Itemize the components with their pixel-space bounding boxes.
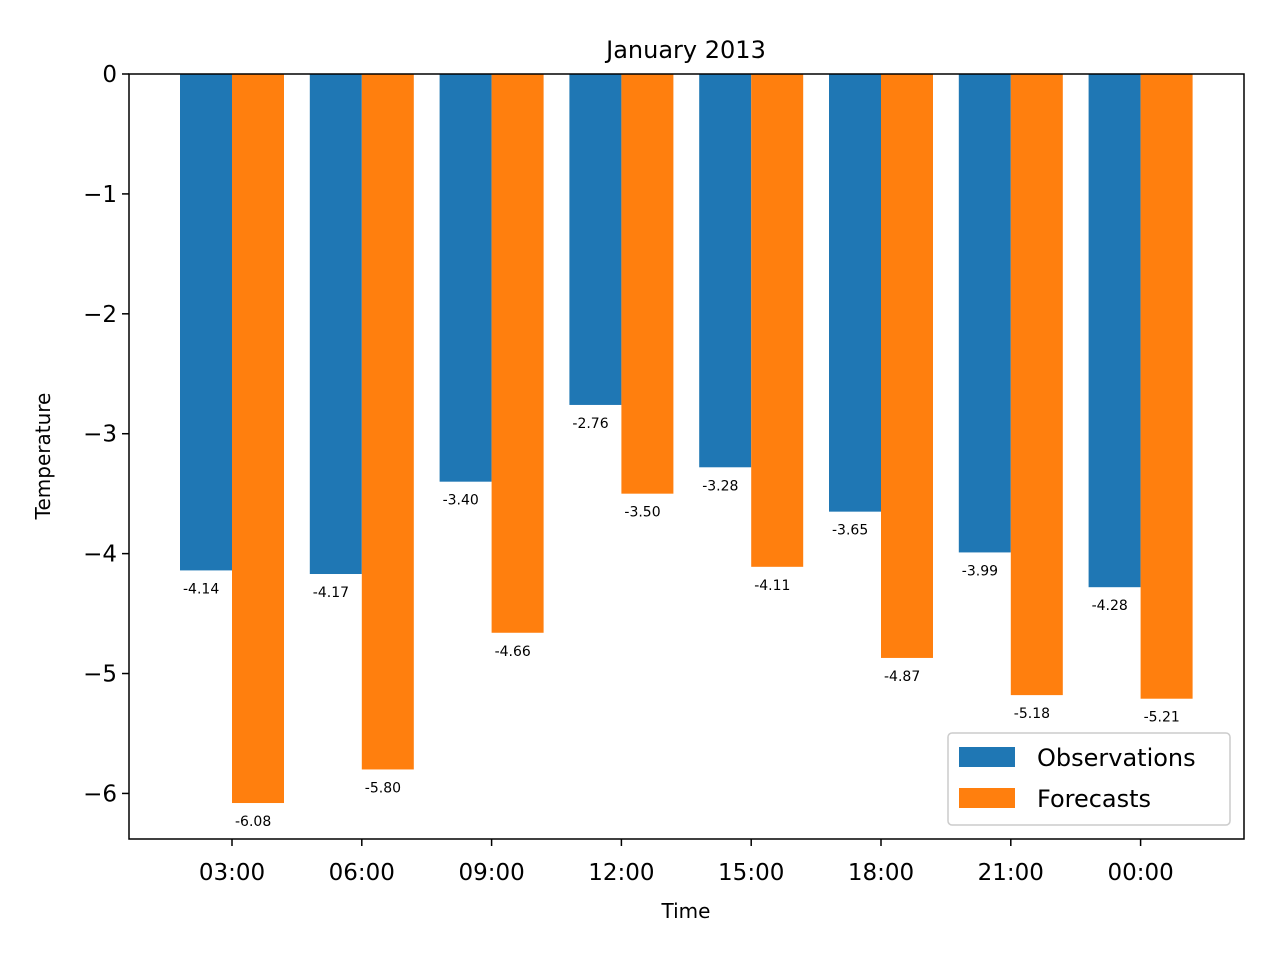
y-axis: 0 −1 −2 −3 −4 −5 −6: [83, 62, 129, 807]
bar-forecasts-7: [1140, 74, 1193, 699]
x-tick-label-4: 15:00: [718, 860, 784, 886]
bar-label-observations-4: -3.28: [702, 478, 738, 494]
bar-forecasts-3: [621, 74, 674, 494]
y-tick-label-4: −4: [83, 542, 117, 568]
bar-forecasts-2: [491, 74, 544, 633]
y-axis-label: Temperature: [31, 393, 55, 521]
bar-forecasts-0: [232, 74, 284, 804]
legend: Observations Forecasts: [947, 732, 1231, 826]
y-tick-label-3: −3: [83, 422, 117, 448]
y-tick-label-5: −5: [83, 662, 117, 688]
bar-observations-0: [180, 74, 232, 571]
bar-label-observations-5: -3.65: [832, 523, 868, 539]
bar-forecasts-5: [881, 74, 933, 658]
legend-swatch-forecasts: [959, 788, 1015, 808]
bar-label-forecasts-0: -6.08: [235, 814, 271, 830]
bars-layer: [180, 74, 1193, 804]
chart-title: January 2013: [604, 36, 766, 64]
bar-label-observations-2: -3.40: [443, 493, 479, 509]
x-tick-label-7: 00:00: [1107, 860, 1173, 886]
x-tick-label-2: 09:00: [458, 860, 524, 886]
bar-forecasts-6: [1010, 74, 1063, 696]
bar-label-forecasts-1: -5.80: [365, 780, 401, 796]
bar-observations-2: [439, 74, 492, 482]
x-axis: 03:00 06:00 09:00 12:00 15:00 18:00 21:00 00:00: [199, 839, 1174, 886]
bar-observations-1: [309, 74, 362, 575]
bar-label-observations-7: -4.28: [1092, 598, 1128, 614]
bar-label-forecasts-2: -4.66: [495, 644, 531, 660]
bar-observations-6: [958, 74, 1011, 553]
bar-label-observations-3: -2.76: [572, 416, 608, 432]
bar-label-observations-6: -3.99: [962, 563, 998, 579]
legend-label-observations: Observations: [1037, 744, 1196, 772]
legend-label-forecasts: Forecasts: [1037, 785, 1151, 813]
bar-label-forecasts-4: -4.11: [754, 578, 790, 594]
bar-observations-4: [699, 74, 752, 468]
y-tick-label-6: −6: [83, 781, 117, 807]
bar-label-forecasts-6: -5.18: [1014, 706, 1050, 722]
y-tick-label-2: −2: [83, 302, 117, 328]
bar-forecasts-4: [751, 74, 804, 567]
x-tick-label-3: 12:00: [588, 860, 654, 886]
y-tick-label-1: −1: [83, 182, 117, 208]
x-tick-label-0: 03:00: [199, 860, 265, 886]
bar-label-observations-0: -4.14: [183, 581, 219, 597]
x-tick-label-5: 18:00: [848, 860, 914, 886]
bar-label-observations-1: -4.17: [313, 585, 349, 601]
legend-swatch-observations: [959, 747, 1015, 767]
x-tick-label-6: 21:00: [978, 860, 1044, 886]
bar-observations-3: [569, 74, 622, 405]
bar-labels-layer: -4.14 -4.17 -3.40 -2.76 -3.28 -3.65 -3.99 -4.28…: [183, 416, 1180, 830]
bar-observations-7: [1088, 74, 1141, 588]
bar-forecasts-1: [361, 74, 414, 770]
bar-observations-5: [829, 74, 881, 512]
legend-box: [947, 732, 1231, 826]
bar-label-forecasts-3: -3.50: [624, 505, 660, 521]
plot-frame: [128, 73, 1245, 840]
bar-label-forecasts-7: -5.21: [1144, 710, 1180, 726]
y-tick-label-0: 0: [102, 62, 117, 88]
x-axis-label: Time: [661, 899, 711, 923]
bar-label-forecasts-5: -4.87: [884, 669, 920, 685]
x-tick-label-1: 06:00: [329, 860, 395, 886]
